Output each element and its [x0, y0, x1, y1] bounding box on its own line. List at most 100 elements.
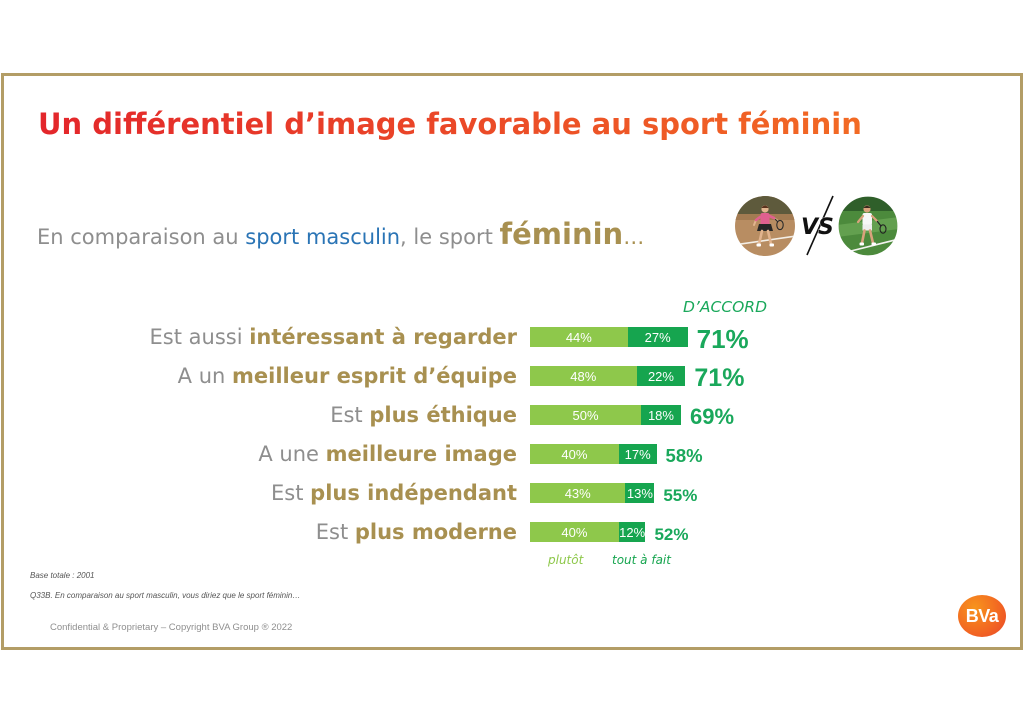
category-label: A un meilleur esprit d’équipe: [0, 364, 517, 388]
bar-segment-tout-a-fait: 18%: [641, 405, 681, 425]
bar-value-label: 17%: [619, 444, 657, 464]
bar-value-label: 43%: [530, 483, 625, 503]
value-suffix: %: [682, 485, 698, 505]
bar-row: Est plus indépendant 43% 13% 55%: [0, 481, 800, 505]
total-value-label: 69%: [690, 404, 734, 429]
bar-segment-plutot: 43%: [530, 483, 626, 503]
bar-segment-plutot: 40%: [530, 444, 619, 464]
versus-graphic: VS: [801, 195, 834, 256]
photo-content: [735, 196, 795, 256]
category-label-plain: Est: [315, 520, 349, 544]
value-number: 17: [624, 446, 640, 462]
value-number: 12: [619, 524, 634, 540]
category-label: Est plus moderne: [0, 520, 517, 544]
bar-segment-plutot: 48%: [530, 366, 637, 386]
total-value-label: 52%: [654, 524, 688, 544]
bar-row: Est plus éthique 50% 18% 69%: [0, 403, 800, 429]
total-value-label: 71%: [696, 324, 749, 354]
slide-title: Un différentiel d’image favorable au spo…: [38, 107, 862, 141]
category-label-emphasis: plus moderne: [354, 520, 517, 544]
category-label: Est plus indépendant: [0, 481, 517, 505]
category-label-plain: Est: [330, 403, 363, 427]
value-suffix: %: [686, 444, 703, 466]
value-suffix: %: [579, 485, 591, 501]
category-label-plain: A un: [177, 364, 226, 388]
bar-segment-tout-a-fait: 17%: [618, 444, 657, 464]
copyright-notice: Confidential & Proprietary – Copyright B…: [50, 622, 293, 633]
bar-value-label: 48%: [530, 366, 637, 386]
category-label-plain: Est: [271, 481, 304, 505]
bar-value-label: 27%: [628, 327, 688, 347]
bar-segment-tout-a-fait: 12%: [618, 522, 646, 542]
value-number: 58: [665, 444, 687, 466]
value-suffix: %: [725, 324, 749, 354]
bar-value-label: 18%: [641, 405, 681, 425]
subtitle-lead: En comparaison au: [37, 225, 239, 249]
bar-value-label: 12%: [619, 522, 646, 542]
value-suffix: %: [714, 404, 734, 429]
category-label-emphasis: plus éthique: [369, 403, 517, 427]
value-number: 40: [561, 446, 576, 462]
category-label-emphasis: meilleure image: [325, 442, 517, 466]
bar-segment-tout-a-fait: 27%: [627, 327, 688, 347]
photo-content: [838, 196, 898, 256]
value-number: 22: [647, 368, 663, 384]
subtitle-ellipsis: …: [623, 225, 645, 249]
value-suffix: %: [575, 446, 588, 462]
category-label-emphasis: plus indépendant: [310, 481, 517, 505]
bar-row: Est aussi intéressant à regarder 44% 27% 71…: [0, 324, 800, 354]
bar-segment-plutot: 44%: [530, 327, 628, 347]
subtitle-sport-masculin: sport masculin: [245, 225, 401, 249]
value-suffix: %: [580, 329, 592, 345]
bar-segment-plutot: 50%: [530, 405, 641, 425]
subtitle-middle: , le sport: [400, 225, 493, 249]
bar-row: A un meilleur esprit d’équipe 48% 22% 71%: [0, 363, 800, 392]
value-suffix: %: [662, 368, 674, 384]
bva-logo: BVa: [958, 595, 1006, 637]
bar-segment-tout-a-fait: 22%: [636, 366, 686, 386]
value-suffix: %: [659, 329, 671, 345]
bar-segment-tout-a-fait: 13%: [625, 483, 655, 503]
value-number: 71: [696, 324, 726, 354]
bar-row: A une meilleure image 40% 17% 58%: [0, 442, 800, 466]
value-suffix: %: [662, 407, 674, 423]
category-label: Est aussi intéressant à regarder: [0, 325, 517, 349]
category-label-plain: Est aussi: [149, 325, 243, 349]
value-number: 40: [561, 524, 576, 540]
value-suffix: %: [722, 363, 745, 392]
category-label: Est plus éthique: [0, 403, 517, 427]
subtitle-feminin: féminin: [499, 217, 624, 251]
value-suffix: %: [586, 407, 599, 423]
bar-value-label: 13%: [625, 483, 654, 503]
category-label-emphasis: meilleur esprit d’équipe: [232, 364, 517, 388]
bar-value-label: 40%: [530, 522, 619, 542]
footnote-question: Q33B. En comparaison au sport masculin, …: [30, 591, 301, 600]
total-value-label: 71%: [694, 363, 745, 392]
bva-logo-text: BVa: [965, 605, 999, 626]
value-suffix: %: [575, 524, 588, 540]
footnote-base: Base totale : 2001: [30, 571, 95, 580]
slide-subtitle: En comparaison au sport masculin, le spo…: [37, 215, 644, 256]
bar-row: Est plus moderne 40% 12% 52%: [0, 520, 800, 544]
value-number: 18: [647, 407, 663, 423]
bar-value-label: 50%: [530, 405, 641, 425]
value-number: 48: [570, 368, 585, 384]
value-number: 44: [565, 329, 581, 345]
stacked-bar-chart: Est aussi intéressant à regarder 44% 27% 71…: [0, 324, 800, 544]
value-suffix: %: [641, 485, 653, 501]
value-number: 27: [644, 329, 660, 345]
value-number: 50: [572, 407, 587, 423]
bar-value-label: 44%: [530, 327, 628, 347]
total-value-label: 55%: [663, 485, 697, 505]
category-label: A une meilleure image: [0, 442, 517, 466]
value-number: 52: [654, 524, 674, 544]
value-suffix: %: [584, 368, 597, 384]
versus-slash: [806, 195, 834, 256]
male-tennis-player-photo: [837, 195, 899, 257]
bar-segment-plutot: 40%: [530, 522, 619, 542]
value-number: 55: [663, 485, 683, 505]
bar-value-label: 40%: [530, 444, 619, 464]
value-number: 71: [694, 363, 723, 392]
value-suffix: %: [639, 446, 651, 462]
bar-value-label: 22%: [637, 366, 686, 386]
